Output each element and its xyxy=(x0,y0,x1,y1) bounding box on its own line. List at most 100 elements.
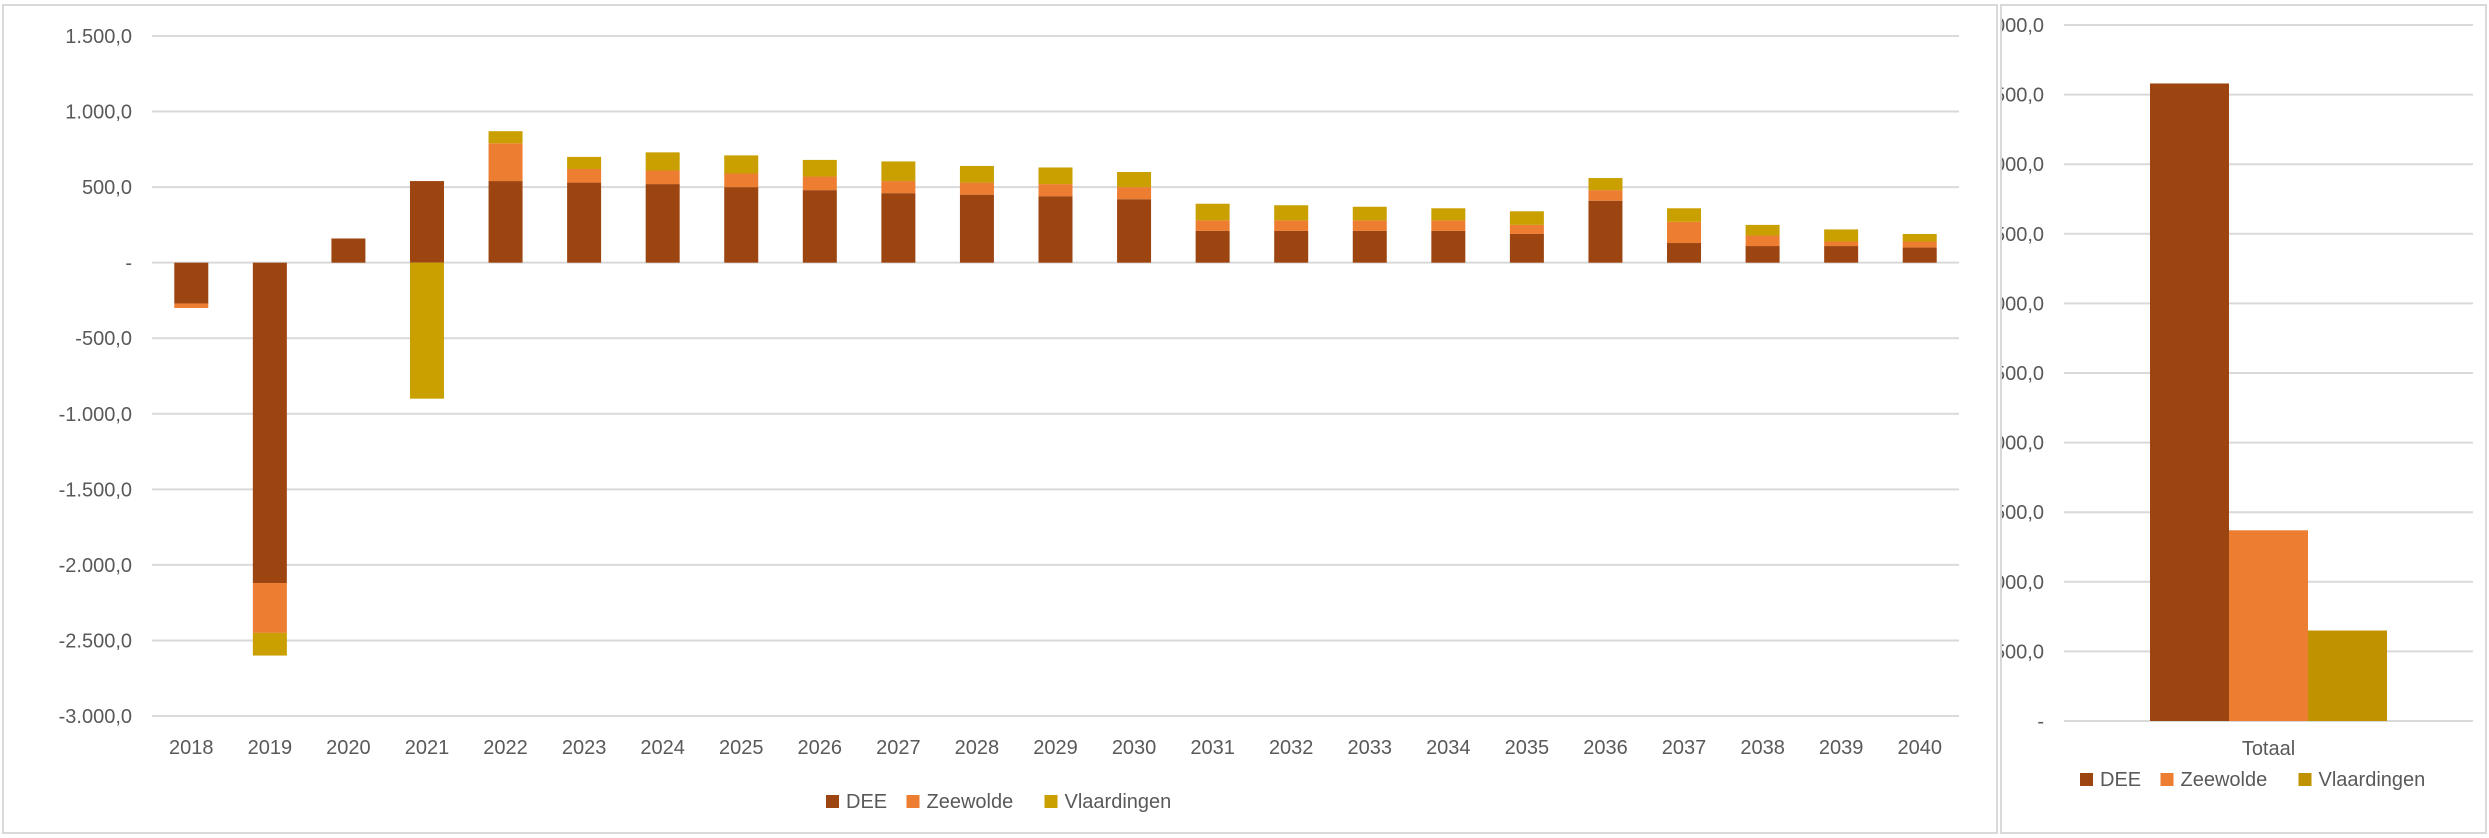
bar-zeewolde xyxy=(1509,224,1544,234)
bar-zeewolde xyxy=(1824,241,1859,247)
bar-dee xyxy=(959,194,994,263)
bar-dee xyxy=(1038,196,1073,263)
bar-vlaardingen xyxy=(1667,208,1702,222)
y-tick-label: 1.500,0 xyxy=(65,26,132,48)
bar-dee xyxy=(724,187,759,263)
bar-vlaardingen xyxy=(1038,167,1073,185)
bar-vlaardingen xyxy=(881,161,916,182)
x-tick-label: 2021 xyxy=(405,737,450,759)
bar-dee xyxy=(1509,233,1544,263)
x-tick-label: 2033 xyxy=(1348,737,1393,759)
legend-label-zeewolde: Zeewolde xyxy=(927,791,1014,813)
y-tick-label: -500,0 xyxy=(75,328,132,350)
x-tick-label: 2032 xyxy=(1269,737,1314,759)
bar-vlaardingen xyxy=(645,152,680,171)
x-tick-label: 2038 xyxy=(1740,737,1785,759)
bar-vlaardingen xyxy=(1352,206,1387,221)
y-tick-label: -2.500,0 xyxy=(59,630,132,652)
x-tick-label: 2028 xyxy=(955,737,1000,759)
bar-dee xyxy=(409,181,444,263)
bar-dee xyxy=(1352,230,1387,263)
bar-dee xyxy=(2150,83,2229,722)
bar-vlaardingen xyxy=(1274,205,1309,221)
bar-vlaardingen xyxy=(724,155,759,174)
legend-swatch-zeewolde xyxy=(2160,773,2174,786)
legend-label-vlaardingen: Vlaardingen xyxy=(2319,769,2426,791)
bar-vlaardingen xyxy=(1117,172,1152,188)
y-tick-label: 500,0 xyxy=(82,177,132,199)
stacked-bar-chart-panel: 1.500,0 1.000,0 500,0 - -500,0 -1.000,0 -1.500… xyxy=(2,4,1998,834)
x-tick-label: 2036 xyxy=(1583,737,1628,759)
x-tick-label: 2035 xyxy=(1505,737,1550,759)
bar-zeewolde xyxy=(724,173,759,188)
bar-dee xyxy=(488,181,523,263)
bar-vlaardingen xyxy=(1509,211,1544,225)
bar-zeewolde xyxy=(1667,221,1702,244)
y-tick-label: - xyxy=(125,253,132,275)
x-tick-label: Totaal xyxy=(2242,738,2295,760)
bar-dee xyxy=(1588,200,1623,263)
bar-dee xyxy=(1667,243,1702,263)
bar-zeewolde xyxy=(1038,184,1073,197)
bar-vlaardingen xyxy=(567,156,602,169)
bar-zeewolde xyxy=(2229,530,2308,721)
bar-vlaardingen xyxy=(959,165,994,183)
x-tick-label: 2031 xyxy=(1190,737,1235,759)
x-tick-label: 2024 xyxy=(640,737,685,759)
x-tick-label: 2030 xyxy=(1112,737,1157,759)
y-tick-label: 4.500,0 xyxy=(2002,85,2044,107)
bar-dee xyxy=(1745,246,1780,263)
total-bar-chart: 5.000,0 4.500,0 4.000,0 3.500,0 3.000,0 2.500… xyxy=(2002,15,2473,791)
bar-zeewolde xyxy=(1745,235,1780,247)
x-tick-label: 2025 xyxy=(719,737,764,759)
legend-swatch-zeewolde xyxy=(906,795,920,808)
bar-dee xyxy=(1274,230,1309,263)
x-tick-label: 2026 xyxy=(798,737,843,759)
bar-dee xyxy=(1117,199,1152,263)
bar-vlaardingen xyxy=(2308,630,2387,721)
legend-label-zeewolde: Zeewolde xyxy=(2181,769,2268,791)
bar-zeewolde xyxy=(1588,190,1623,201)
bar-zeewolde xyxy=(1902,241,1937,248)
bar-dee xyxy=(1195,230,1230,263)
x-tick-label: 2029 xyxy=(1033,737,1078,759)
legend-label-vlaardingen: Vlaardingen xyxy=(1065,791,1172,813)
bar-vlaardingen xyxy=(1745,224,1780,236)
y-tick-label: -3.000,0 xyxy=(59,706,132,728)
x-tick-label: 2018 xyxy=(169,737,214,759)
legend-label-dee: DEE xyxy=(846,791,887,813)
legend-swatch-dee xyxy=(2080,773,2093,786)
bar-vlaardingen xyxy=(1195,203,1230,221)
bar-vlaardingen xyxy=(802,159,837,177)
bar-dee xyxy=(645,184,680,263)
bar-dee xyxy=(174,262,209,304)
y-tick-label: 2.500,0 xyxy=(2002,363,2044,385)
bar-vlaardingen xyxy=(409,262,444,399)
bar-dee xyxy=(331,238,366,263)
y-tick-label: 2.000,0 xyxy=(2002,433,2044,455)
bar-vlaardingen xyxy=(252,632,287,656)
total-bar-chart-panel: 5.000,0 4.500,0 4.000,0 3.500,0 3.000,0 2.500… xyxy=(2000,4,2487,834)
bar-dee xyxy=(1431,230,1466,263)
bar-vlaardingen xyxy=(1824,229,1859,242)
bar-zeewolde xyxy=(802,176,837,191)
y-tick-label: 1.500,0 xyxy=(2002,502,2044,524)
y-tick-label: 3.500,0 xyxy=(2002,224,2044,246)
bar-dee xyxy=(567,182,602,263)
bar-vlaardingen xyxy=(1431,208,1466,221)
bar-zeewolde xyxy=(1117,187,1152,200)
x-tick-label: 2039 xyxy=(1819,737,1864,759)
y-tick-label: -1.500,0 xyxy=(59,479,132,501)
bar-zeewolde xyxy=(881,181,916,194)
legend-swatch-vlaardingen xyxy=(1044,795,1058,808)
bar-dee xyxy=(881,193,916,263)
x-tick-label: 2022 xyxy=(483,737,528,759)
bar-zeewolde xyxy=(252,583,287,633)
y-tick-label: 3.000,0 xyxy=(2002,293,2044,315)
x-tick-label: 2019 xyxy=(248,737,293,759)
x-tick-label: 2037 xyxy=(1662,737,1707,759)
bar-zeewolde xyxy=(1431,220,1466,231)
bar-zeewolde xyxy=(1195,220,1230,231)
bar-dee xyxy=(252,262,287,584)
bar-zeewolde xyxy=(174,303,209,308)
